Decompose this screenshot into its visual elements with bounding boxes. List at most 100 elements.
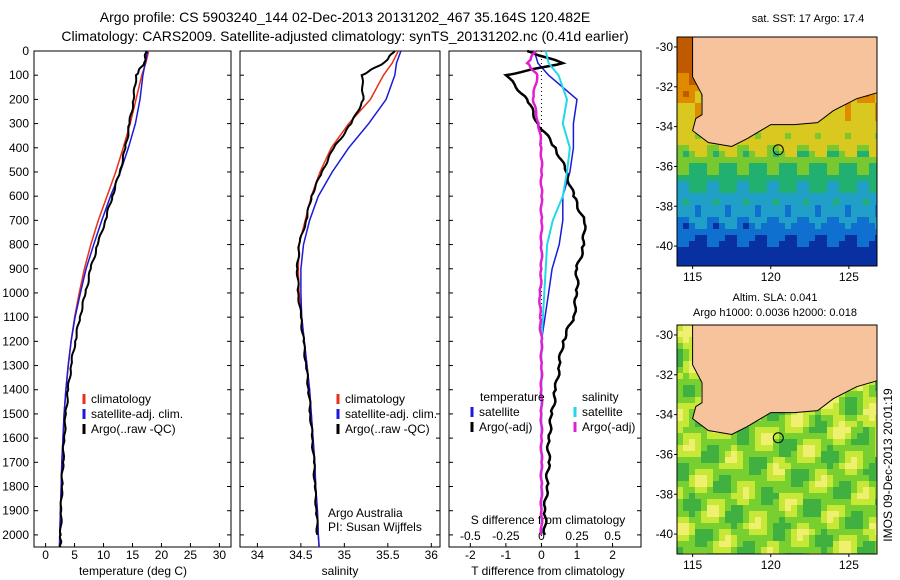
map-cell: [713, 241, 719, 247]
map-cell: [767, 259, 773, 265]
map-cell: [815, 499, 821, 505]
map-cell: [833, 529, 839, 535]
map-cell: [773, 505, 779, 511]
map-cell: [845, 535, 851, 541]
map-cell: [731, 181, 737, 187]
map-cell: [815, 259, 821, 265]
lat-tick-label: -36: [656, 159, 674, 173]
map-cell: [851, 151, 857, 157]
map-cell: [839, 115, 845, 121]
map-cell: [851, 445, 857, 451]
map-cell: [851, 241, 857, 247]
map-cell: [857, 541, 863, 547]
map-cell: [749, 181, 755, 187]
map-cell: [713, 451, 719, 457]
map-cell: [833, 151, 839, 157]
map-cell: [869, 175, 875, 181]
map-cell: [827, 151, 833, 157]
map-cell: [695, 235, 701, 241]
map-cell: [761, 427, 767, 433]
map-cell: [809, 499, 815, 505]
map-cell: [683, 415, 689, 421]
map-cell: [875, 397, 877, 403]
sla-map-frame: [676, 324, 878, 555]
map-cell: [851, 109, 857, 115]
map-cell: [803, 511, 809, 517]
map-cell: [761, 229, 767, 235]
map-cell: [785, 433, 791, 439]
map-cell: [683, 37, 689, 43]
map-cell: [761, 535, 767, 541]
map-cell: [809, 547, 815, 553]
map-cell: [677, 247, 683, 253]
map-cell: [785, 175, 791, 181]
map-cell: [719, 145, 725, 151]
map-cell: [827, 439, 833, 445]
map-cell: [863, 199, 869, 205]
map-cell: [839, 427, 845, 433]
map-cell: [689, 217, 695, 223]
map-cell: [797, 505, 803, 511]
map-cell: [809, 175, 815, 181]
map-cell: [791, 541, 797, 547]
map-cell: [707, 217, 713, 223]
map-cell: [839, 451, 845, 457]
map-cell: [791, 469, 797, 475]
map-cell: [683, 61, 689, 67]
map-cell: [815, 463, 821, 469]
map-cell: [743, 529, 749, 535]
map-cell: [743, 259, 749, 265]
map-cell: [869, 235, 875, 241]
map-cell: [737, 193, 743, 199]
map-cell: [743, 481, 749, 487]
map-cell: [821, 175, 827, 181]
map-cell: [791, 247, 797, 253]
map-cell: [863, 163, 869, 169]
depth-tick-label: 1000: [2, 286, 29, 300]
s-tick-label: 0.25: [565, 529, 589, 543]
map-cell: [845, 451, 851, 457]
map-cell: [833, 547, 839, 553]
map-cell: [713, 541, 719, 547]
map-cell: [683, 67, 689, 73]
map-cell: [857, 487, 863, 493]
map-cell: [839, 199, 845, 205]
map-cell: [779, 439, 785, 445]
map-cell: [863, 511, 869, 517]
map-cell: [713, 445, 719, 451]
map-cell: [737, 517, 743, 523]
map-cell: [737, 499, 743, 505]
map-cell: [737, 451, 743, 457]
map-cell: [875, 487, 877, 493]
map-cell: [833, 175, 839, 181]
map-cell: [755, 421, 761, 427]
map-cell: [791, 487, 797, 493]
map-cell: [779, 235, 785, 241]
map-cell: [809, 529, 815, 535]
map-cell: [689, 487, 695, 493]
map-cell: [755, 439, 761, 445]
map-cell: [863, 391, 869, 397]
map-cell: [857, 421, 863, 427]
map-cell: [809, 187, 815, 193]
map-cell: [743, 157, 749, 163]
lat-tick-label: -30: [656, 328, 674, 342]
map-cell: [755, 517, 761, 523]
map-cell: [719, 463, 725, 469]
map-cell: [743, 229, 749, 235]
map-cell: [839, 481, 845, 487]
map-cell: [761, 529, 767, 535]
map-cell: [821, 211, 827, 217]
map-cell: [839, 127, 845, 133]
map-cell: [773, 421, 779, 427]
map-cell: [875, 187, 877, 193]
map-cell: [689, 541, 695, 547]
map-cell: [803, 133, 809, 139]
map-cell: [875, 523, 877, 529]
map-cell: [677, 43, 683, 49]
map-cell: [761, 445, 767, 451]
map-cell: [713, 175, 719, 181]
map-cell: [779, 175, 785, 181]
map-cell: [689, 241, 695, 247]
map-cell: [767, 145, 773, 151]
